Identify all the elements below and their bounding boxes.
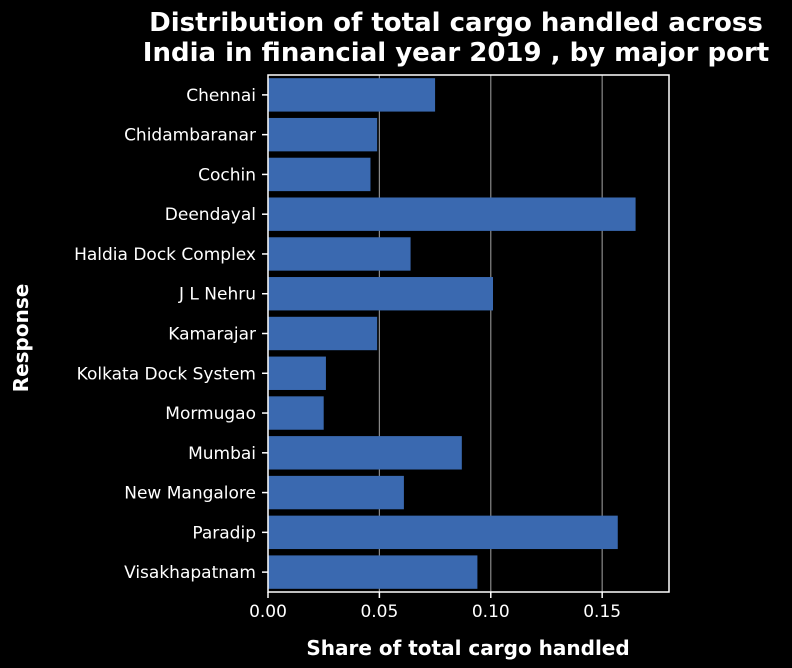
- bar-new-mangalore: [268, 475, 404, 510]
- bar-haldia-dock-complex: [268, 237, 411, 271]
- bar-mormugao: [268, 396, 324, 430]
- bar-visakhapatnam: [268, 555, 478, 589]
- y-tick-label: Chennai: [186, 86, 256, 106]
- bar-chidambaranar: [268, 117, 378, 152]
- x-tick-label: 0.05: [360, 602, 398, 622]
- chart-title-line-2: India in financial year 2019 , by major …: [143, 38, 769, 68]
- y-tick-label: Paradip: [192, 523, 256, 543]
- y-tick-label: New Mangalore: [124, 484, 256, 504]
- chart-title-line-1: Distribution of total cargo handled acro…: [149, 8, 763, 38]
- y-tick-label: Kolkata Dock System: [77, 364, 256, 384]
- gridlines: [378, 75, 603, 592]
- x-axis: 0.00 0.05 0.10 0.15: [249, 592, 621, 622]
- x-tick-label: 0.10: [472, 602, 510, 622]
- bar-mumbai: [268, 436, 462, 470]
- bars: [268, 78, 636, 589]
- y-tick-label: Mumbai: [188, 444, 256, 464]
- y-axis: Chennai Chidambaranar Cochin Deendayal Haldi…: [74, 86, 268, 583]
- y-axis-title: Response: [9, 284, 33, 393]
- bar-kamarajar: [268, 316, 378, 351]
- bar-cochin: [268, 157, 371, 192]
- bar-paradip: [268, 515, 618, 550]
- y-tick-label: J L Nehru: [178, 285, 256, 305]
- y-tick-label: Kamarajar: [168, 325, 256, 345]
- x-tick-label: 0.15: [583, 602, 621, 622]
- y-tick-label: Deendayal: [165, 205, 256, 225]
- y-tick-label: Haldia Dock Complex: [74, 245, 256, 265]
- y-tick-label: Chidambaranar: [124, 126, 256, 146]
- bar-j-l-nehru: [268, 277, 494, 311]
- y-tick-label: Cochin: [198, 165, 256, 185]
- x-tick-label: 0.00: [249, 602, 287, 622]
- x-axis-title: Share of total cargo handled: [306, 636, 629, 660]
- bar-chennai: [268, 78, 436, 112]
- y-tick-label: Mormugao: [165, 404, 256, 424]
- y-tick-label: Visakhapatnam: [124, 563, 256, 583]
- bar-kolkata-dock-system: [268, 356, 326, 390]
- bar-deendayal: [268, 197, 636, 231]
